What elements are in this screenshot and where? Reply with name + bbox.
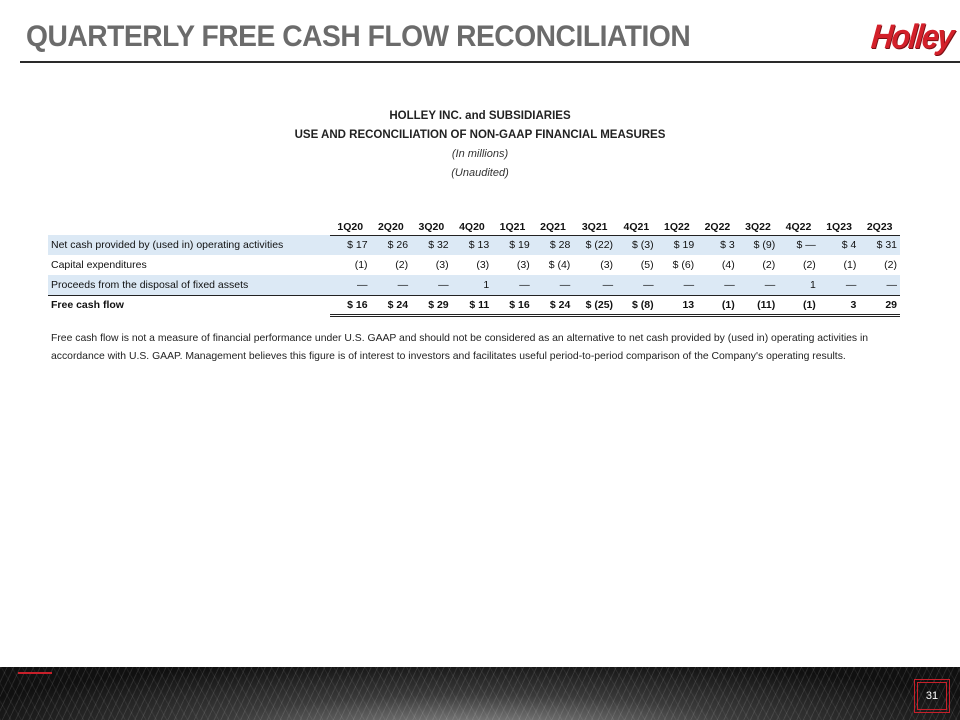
table-cell: (2) [762,259,776,271]
header-quarter: 2Q22 [697,215,738,236]
report-audit-status: (Unaudited) [451,167,509,179]
table-cell: $ 4 [818,235,860,255]
report-company: HOLLEY INC. and SUBSIDIARIES [389,110,571,122]
header-quarter: 4Q22 [778,215,819,236]
table-cell: (3) [600,259,614,271]
table-cell: 13 [656,294,698,317]
table-row-free-cash-flow: Free cash flow $ 16 $ 24 $ 29 $ 11 $ 16 … [48,294,900,317]
header-quarter: 2Q21 [532,215,574,236]
table-cell: (1) [354,259,368,271]
table-cell: — [492,275,533,295]
table-cell: $ (22) [573,235,617,255]
table-cell: (2) [884,259,897,271]
report-subtitle: USE AND RECONCILIATION OF NON-GAAP FINAN… [294,129,666,141]
title-divider [20,61,960,63]
table-cell: (3) [476,259,490,271]
table-cell: — [573,275,617,295]
table-cell: $ (6) [672,259,695,271]
table-cell: $ (3) [616,235,657,255]
table-cell: $ 11 [451,294,493,317]
table-cell: 29 [859,294,900,317]
table-cell: $ 24 [370,294,412,317]
footer-accent-line [18,672,52,674]
table-cell: (4) [721,259,735,271]
table-cell: 3 [818,294,860,317]
header-quarter: 1Q22 [656,215,698,236]
slide-title: QUARTERLY FREE CASH FLOW RECONCILIATION [26,20,691,53]
table-cell: (3) [435,259,449,271]
table-cell: $ (8) [616,294,657,317]
table-cell: — [859,275,900,295]
header-quarter: 2Q20 [370,215,412,236]
page-number: 31 [914,679,950,713]
table-cell: $ — [778,235,819,255]
table-cell: $ 24 [532,294,574,317]
table-cell: (2) [802,259,816,271]
table-cell: $ 16 [330,294,371,317]
table-cell: 1 [778,275,819,295]
row-label: Proceeds from the disposal of fixed asse… [48,275,330,295]
footer-band [0,667,960,720]
table-cell: (3) [516,259,530,271]
header-quarter: 3Q20 [411,215,452,236]
table-row-operating-cash: Net cash provided by (used in) operating… [48,235,900,255]
row-label: Net cash provided by (used in) operating… [48,235,330,255]
table-cell: $ 31 [859,235,900,255]
header-quarter: 1Q20 [330,215,371,236]
table-cell: 1 [451,275,493,295]
table-cell: $ 29 [411,294,452,317]
table-cell: (11) [737,294,779,317]
table-cell: $ 26 [370,235,412,255]
row-label: Free cash flow [48,294,330,315]
free-cash-flow-table: 1Q20 2Q20 3Q20 4Q20 1Q21 2Q21 3Q21 4Q21 … [48,215,900,317]
table-cell: $ 16 [492,294,533,317]
table-cell: (5) [640,259,654,271]
table-cell: — [697,275,738,295]
table-cell: — [532,275,574,295]
table-cell: (1) [843,259,857,271]
header-quarter: 2Q23 [859,215,900,236]
table-cell: $ 28 [532,235,574,255]
table-cell: (2) [395,259,409,271]
table-cell: $ (4) [548,259,571,271]
table-cell: $ (9) [737,235,779,255]
table-cell: — [737,275,779,295]
table-cell: $ 19 [492,235,533,255]
table-cell: — [656,275,698,295]
table-row-proceeds: Proceeds from the disposal of fixed asse… [48,275,900,295]
table-cell: $ (25) [573,294,617,317]
table-cell: $ 32 [411,235,452,255]
table-cell: — [616,275,657,295]
header-quarter: 3Q22 [737,215,779,236]
table-cell: $ 3 [697,235,738,255]
header-blank [48,215,330,235]
header-quarter: 4Q20 [451,215,493,236]
table-cell: — [330,275,371,295]
row-label: Capital expenditures [51,259,147,271]
header-quarter: 4Q21 [616,215,657,236]
table-row-capex: Capital expenditures (1) (2) (3) (3) (3)… [48,255,900,275]
table-cell: — [818,275,860,295]
header-quarter: 3Q21 [573,215,617,236]
header-quarter: 1Q23 [818,215,860,236]
report-header: HOLLEY INC. and SUBSIDIARIES USE AND REC… [0,110,960,186]
footnote: Free cash flow is not a measure of finan… [51,333,869,362]
table-cell: — [411,275,452,295]
table-cell: — [370,275,412,295]
report-units: (In millions) [451,148,509,160]
table-cell: (1) [778,294,819,317]
table-cell: (1) [697,294,738,317]
table-header-row: 1Q20 2Q20 3Q20 4Q20 1Q21 2Q21 3Q21 4Q21 … [48,215,900,236]
header-quarter: 1Q21 [492,215,533,236]
table-cell: $ 19 [656,235,698,255]
holley-logo: Holley [869,18,955,56]
table-cell: $ 13 [451,235,493,255]
table-cell: $ 17 [330,235,371,255]
